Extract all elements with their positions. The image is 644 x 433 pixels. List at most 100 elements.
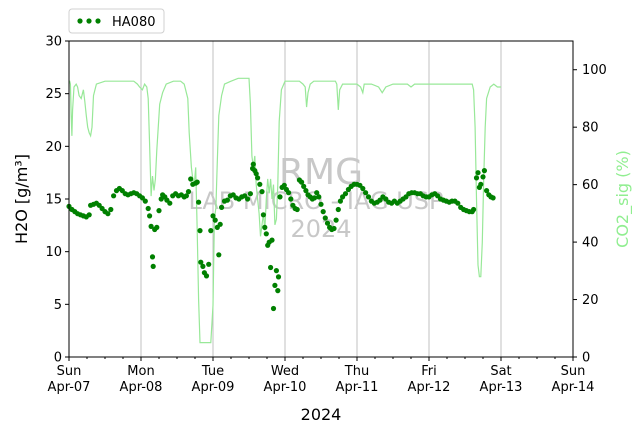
- data-point: [288, 196, 294, 202]
- x-tick-label-date: Apr-10: [264, 380, 307, 395]
- x-tick-label-weekday: Tue: [201, 364, 224, 379]
- data-point: [147, 213, 153, 219]
- data-point: [250, 161, 256, 167]
- data-point: [286, 190, 292, 196]
- data-point: [303, 188, 309, 194]
- y-tick-label: 0: [54, 351, 62, 366]
- y-right-axis-title: CO2_sig (%): [613, 150, 633, 248]
- data-point: [183, 193, 189, 199]
- data-point: [268, 264, 274, 271]
- x-grid: [140, 41, 502, 357]
- data-point: [455, 200, 461, 206]
- data-point: [216, 252, 222, 258]
- data-point: [273, 268, 279, 274]
- y-right-tick-label: 60: [582, 178, 599, 193]
- series-ha080: [66, 161, 496, 312]
- y-right-tick-label: 0: [582, 351, 590, 366]
- data-point: [145, 205, 151, 212]
- data-point: [322, 215, 328, 221]
- data-point: [311, 195, 318, 201]
- x-tick-label-weekday: Sun: [57, 364, 82, 379]
- data-point: [337, 198, 343, 204]
- data-point: [299, 179, 305, 185]
- data-point: [210, 213, 216, 219]
- data-point: [86, 212, 92, 218]
- data-point: [260, 212, 266, 218]
- data-point: [142, 198, 148, 204]
- data-point: [270, 305, 277, 312]
- data-point: [294, 206, 300, 213]
- data-point: [481, 168, 487, 174]
- data-point: [194, 179, 200, 185]
- data-point: [316, 194, 322, 200]
- data-point: [478, 181, 484, 187]
- watermark-year: 2024: [290, 215, 351, 243]
- data-point: [480, 174, 486, 180]
- data-point: [314, 190, 320, 196]
- y-right-tick-label: 40: [582, 236, 599, 251]
- data-point: [255, 175, 261, 181]
- data-point: [150, 263, 156, 269]
- x-tick-label-weekday: Sun: [561, 364, 586, 379]
- data-point: [333, 217, 339, 223]
- data-point: [490, 195, 496, 201]
- y-right-tick-label: 20: [582, 293, 599, 308]
- y-right-tick-label: 80: [582, 121, 599, 136]
- data-point: [206, 261, 212, 267]
- data-point: [473, 175, 480, 181]
- x-tick-label-weekday: Fri: [421, 364, 437, 379]
- data-point: [148, 223, 154, 229]
- x-tick-label-date: Apr-09: [192, 380, 235, 395]
- data-point: [197, 228, 203, 234]
- data-point: [301, 183, 307, 189]
- legend-marker: [86, 18, 92, 24]
- data-point: [208, 228, 214, 234]
- data-point: [475, 170, 481, 176]
- data-point: [275, 288, 281, 294]
- data-point: [318, 201, 324, 207]
- x-tick-label-weekday: Mon: [127, 364, 154, 379]
- data-point: [224, 197, 230, 203]
- x-tick-label-weekday: Sat: [490, 364, 511, 379]
- data-point: [217, 221, 223, 227]
- data-point: [149, 254, 156, 260]
- y-tick-label: 20: [45, 140, 62, 155]
- data-point: [272, 282, 278, 288]
- data-point: [324, 220, 331, 226]
- left-y-axis: 0 5 10 15 20 25 30: [45, 35, 69, 366]
- data-point: [203, 273, 210, 279]
- data-point: [245, 196, 251, 202]
- x-tick-label-date: Apr-12: [408, 380, 451, 395]
- data-point: [320, 209, 326, 215]
- y-tick-label: 25: [45, 87, 62, 102]
- legend-label: HA080: [112, 15, 155, 30]
- data-point: [196, 199, 202, 205]
- data-point: [105, 211, 111, 217]
- x-tick-label-weekday: Wed: [271, 364, 299, 379]
- data-point: [108, 206, 114, 213]
- data-point: [275, 274, 282, 280]
- y-tick-label: 10: [45, 245, 62, 260]
- data-point: [167, 200, 173, 206]
- legend-marker: [77, 18, 83, 24]
- x-axis: SunApr-07MonApr-08TueApr-09WedApr-10ThuA…: [48, 357, 594, 395]
- x-tick-label-date: Apr-07: [48, 380, 91, 395]
- data-point: [188, 176, 194, 182]
- data-point: [185, 189, 192, 195]
- data-point: [365, 194, 372, 200]
- data-point: [253, 171, 259, 177]
- data-point: [471, 206, 477, 213]
- y-right-tick-label: 100: [582, 63, 607, 78]
- data-point: [200, 263, 206, 269]
- data-point: [281, 182, 287, 188]
- data-point: [198, 259, 204, 265]
- x-tick-label-date: Apr-11: [336, 380, 379, 395]
- data-point: [335, 206, 341, 213]
- x-tick-label-weekday: Thu: [344, 364, 369, 379]
- data-point: [277, 194, 283, 200]
- legend: HA080: [68, 8, 165, 34]
- data-point: [484, 188, 490, 194]
- x-tick-label-date: Apr-13: [480, 380, 523, 395]
